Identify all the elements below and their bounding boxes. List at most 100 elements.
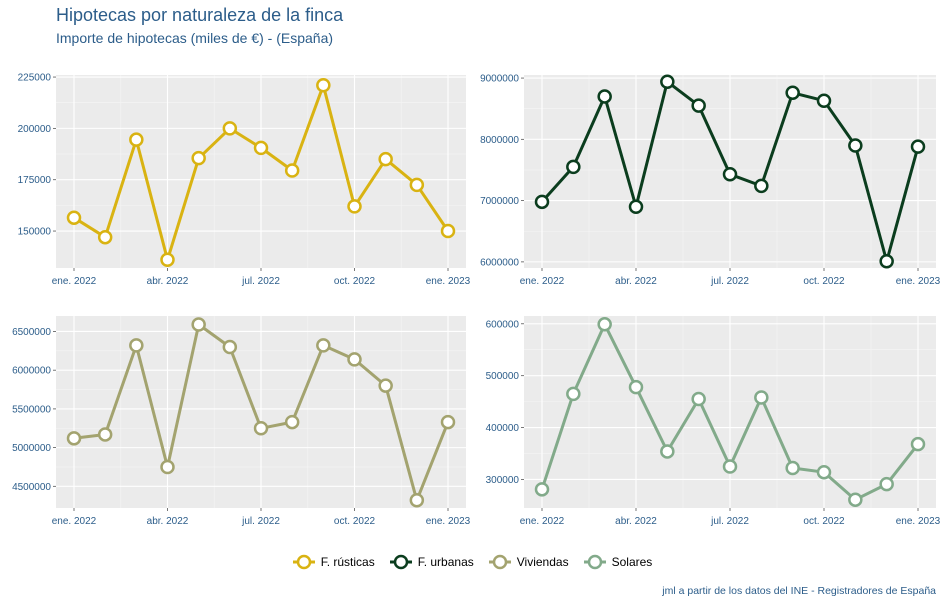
x-tick-label: abr. 2022: [615, 516, 657, 527]
y-tick-label: 8000000: [480, 135, 519, 146]
data-point-f-urbanas: [628, 199, 644, 214]
data-point-solares: [910, 436, 926, 452]
y-tick-label: 150000: [18, 227, 52, 238]
y-tick-label: 5000000: [12, 443, 51, 454]
data-point-viviendas: [129, 338, 144, 353]
x-tick-label: ene. 2022: [520, 516, 565, 527]
x-tick-label: jul. 2022: [710, 276, 749, 287]
legend-item-solares: Solares: [583, 552, 653, 572]
y-tick-label: 175000: [18, 175, 52, 186]
data-point-f-r-sticas: [253, 140, 269, 156]
data-point-f-urbanas: [848, 138, 863, 153]
y-tick-label: 225000: [18, 73, 52, 84]
data-point-viviendas: [284, 414, 300, 430]
data-point-viviendas: [378, 378, 393, 393]
data-point-viviendas: [409, 493, 425, 508]
data-point-f-r-sticas: [440, 223, 456, 239]
data-point-solares: [785, 460, 800, 476]
legend-key-viviendas: [488, 554, 511, 570]
data-point-f-urbanas: [534, 194, 550, 210]
data-point-viviendas: [97, 427, 113, 442]
data-point-f-urbanas: [722, 167, 738, 182]
x-tick-label: ene. 2022: [520, 276, 565, 287]
data-point-f-urbanas: [754, 178, 769, 194]
data-point-solares: [566, 386, 581, 402]
y-tick-label: 5500000: [12, 404, 51, 415]
x-tick-label: ene. 2023: [896, 276, 941, 287]
data-point-f-urbanas: [566, 159, 581, 175]
y-tick-label: 7000000: [480, 196, 519, 207]
x-tick-label: ene. 2023: [426, 516, 471, 527]
y-tick-label: 300000: [486, 475, 520, 486]
data-point-f-r-sticas: [409, 177, 425, 193]
legend-key-rusticas: [292, 554, 315, 570]
data-point-viviendas: [66, 431, 82, 446]
legend-marker: [587, 554, 602, 570]
legend-marker: [393, 554, 408, 570]
x-tick-label: abr. 2022: [615, 276, 657, 287]
legend-label-rusticas: F. rústicas: [320, 555, 375, 569]
y-tick-label: 200000: [18, 124, 52, 135]
data-point-solares: [534, 482, 550, 497]
y-tick-label: 400000: [486, 423, 520, 434]
data-point-f-r-sticas: [316, 78, 331, 93]
data-point-solares: [722, 459, 738, 474]
data-point-viviendas: [253, 421, 269, 436]
x-tick-label: oct. 2022: [334, 276, 376, 287]
data-point-solares: [879, 476, 894, 492]
x-tick-label: oct. 2022: [803, 516, 845, 527]
data-point-f-r-sticas: [97, 229, 113, 245]
data-point-solares: [754, 390, 769, 405]
data-point-f-r-sticas: [284, 163, 300, 178]
chart-subtitle: Importe de hipotecas (miles de €) - (Esp…: [56, 30, 334, 46]
y-tick-label: 6000000: [12, 366, 51, 377]
data-point-viviendas: [191, 317, 206, 332]
legend-label-urbanas: F. urbanas: [417, 555, 474, 569]
x-tick-label: oct. 2022: [803, 276, 845, 287]
data-point-f-urbanas: [785, 85, 800, 101]
data-point-solares: [660, 444, 675, 459]
data-point-f-urbanas: [816, 93, 832, 108]
legend-marker: [492, 554, 508, 570]
y-tick-label: 500000: [486, 371, 520, 382]
data-point-f-urbanas: [879, 254, 894, 269]
data-point-f-urbanas: [910, 139, 926, 154]
y-tick-label: 600000: [486, 319, 520, 330]
data-point-f-r-sticas: [191, 150, 206, 166]
data-point-solares: [816, 464, 832, 480]
source-caption: jml a partir de los datos del INE - Regi…: [662, 585, 936, 597]
legend-marker: [296, 554, 311, 570]
x-tick-label: jul. 2022: [241, 516, 280, 527]
legend-label-solares: Solares: [611, 555, 653, 569]
data-point-viviendas: [440, 414, 456, 430]
legend-key-urbanas: [389, 554, 412, 570]
y-tick-label: 6500000: [12, 327, 51, 338]
legend-item-urbanas: F. urbanas: [389, 552, 474, 572]
y-tick-label: 6000000: [480, 257, 519, 268]
data-point-f-urbanas: [691, 98, 706, 113]
legend-item-viviendas: Viviendas: [488, 552, 569, 572]
data-point-viviendas: [347, 352, 362, 367]
data-point-f-r-sticas: [160, 252, 175, 268]
x-tick-label: ene. 2022: [52, 516, 97, 527]
y-tick-label: 4500000: [12, 482, 51, 493]
data-point-f-r-sticas: [222, 121, 238, 136]
legend: F. rústicas F. urbanas Viviendas Solares: [0, 552, 944, 572]
data-point-f-r-sticas: [66, 210, 82, 225]
data-point-viviendas: [160, 459, 175, 475]
x-tick-label: ene. 2023: [896, 516, 941, 527]
chart-title: Hipotecas por naturaleza de la finca: [56, 5, 344, 25]
data-point-f-r-sticas: [129, 132, 144, 147]
data-point-solares: [848, 492, 863, 507]
data-point-solares: [691, 391, 706, 407]
x-tick-label: abr. 2022: [147, 276, 189, 287]
data-point-solares: [597, 317, 612, 332]
y-tick-label: 9000000: [480, 74, 519, 85]
x-tick-label: oct. 2022: [334, 516, 376, 527]
x-tick-label: jul. 2022: [710, 516, 749, 527]
x-tick-label: jul. 2022: [241, 276, 280, 287]
data-point-viviendas: [316, 338, 331, 353]
data-point-f-urbanas: [597, 89, 612, 104]
data-point-f-r-sticas: [347, 199, 362, 214]
